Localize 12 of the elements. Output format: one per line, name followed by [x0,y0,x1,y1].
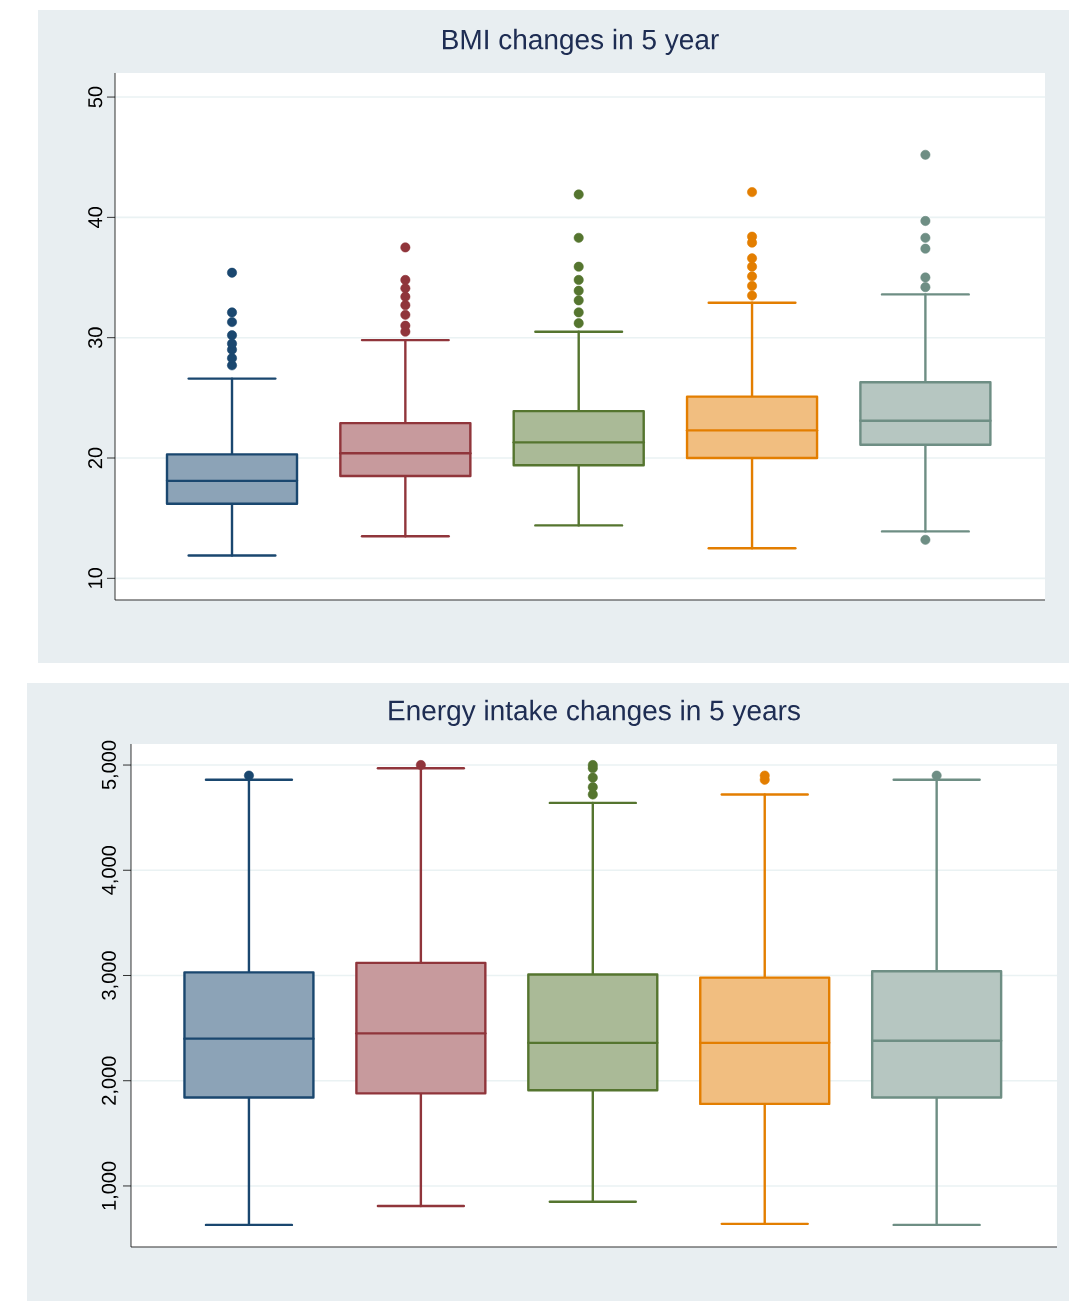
chart-title: Energy intake changes in 5 years [389,699,800,726]
chart-title: BMI changes in 5 year [443,28,719,55]
y-tick-label: 30 [88,327,103,349]
y-tick-label: 10 [88,568,103,588]
y-tick-label: 2,000 [101,1056,119,1105]
y-tick-label: 3,000 [101,951,119,1000]
y-tick-label: 1,000 [101,1161,119,1210]
y-tick-label: 5,000 [101,740,119,790]
y-tick-label: 50 [88,86,103,108]
y-tick-label: 40 [88,207,103,229]
y-tick-label: 4,000 [101,846,119,895]
y-tick-label: 20 [88,447,103,469]
